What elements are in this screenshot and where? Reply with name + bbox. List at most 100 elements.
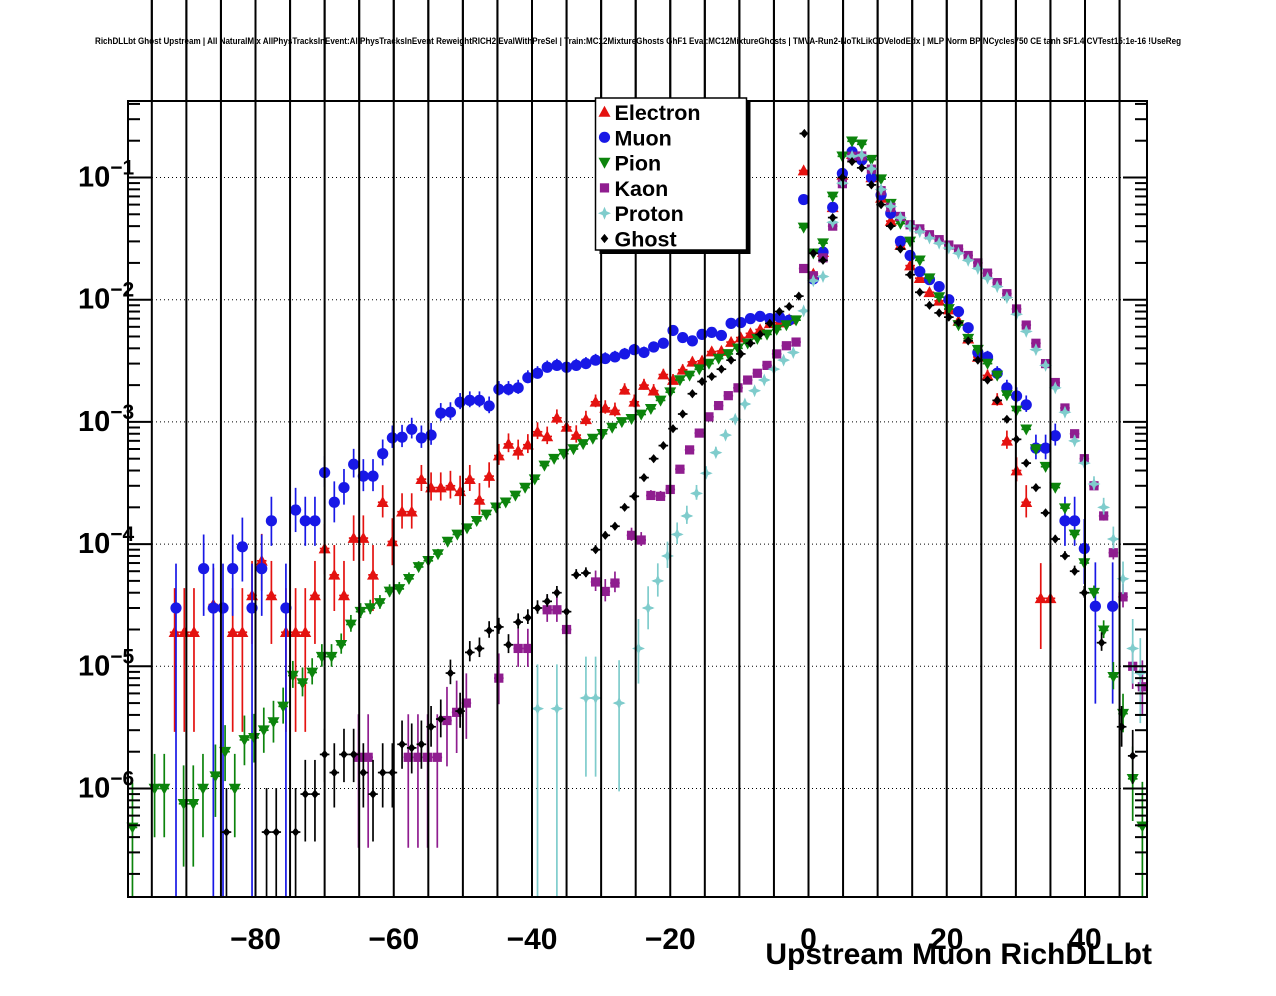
data-point (504, 640, 513, 650)
data-point (338, 481, 350, 494)
data-point (415, 432, 427, 444)
data-point (383, 586, 396, 598)
data-point (1137, 682, 1147, 692)
data-point (238, 735, 251, 747)
data-point (492, 449, 505, 461)
data-point (1070, 566, 1079, 576)
y-tick-label: 10−2 (78, 279, 134, 316)
data-point (651, 574, 665, 588)
data-point (396, 505, 409, 517)
data-point (1020, 424, 1033, 436)
data-point (461, 523, 474, 535)
data-point (442, 715, 452, 726)
data-point (158, 783, 171, 795)
data-point (731, 343, 744, 355)
data-point (886, 221, 895, 231)
data-point (625, 414, 638, 426)
data-point (407, 743, 416, 753)
data-point (690, 486, 704, 500)
data-point (531, 425, 544, 437)
data-point (337, 589, 350, 601)
data-point (954, 317, 963, 328)
data-point (677, 331, 689, 344)
data-point (1039, 461, 1052, 473)
data-point (1049, 430, 1061, 442)
data-point (431, 549, 444, 561)
data-point (669, 424, 677, 434)
data-point (964, 336, 972, 346)
data-point (717, 364, 726, 374)
data-point (647, 384, 660, 396)
data-point (728, 412, 742, 426)
data-point (386, 535, 399, 547)
data-point (228, 783, 241, 795)
data-point (369, 789, 377, 799)
data-point (754, 310, 766, 323)
data-point (1126, 641, 1140, 655)
data-point (991, 370, 1004, 382)
data-point (170, 602, 182, 614)
data-point (1097, 638, 1106, 648)
data-point (434, 481, 447, 493)
data-point (1022, 458, 1031, 468)
x-tick-label: −20 (645, 923, 696, 956)
data-point (376, 496, 389, 508)
data-point (590, 577, 601, 587)
x-tick-label: 40 (1068, 923, 1101, 956)
legend-label-ghost: Ghost (615, 228, 677, 252)
data-point (248, 732, 261, 744)
data-point (378, 767, 387, 778)
data-point (533, 603, 542, 613)
data-point (761, 329, 774, 341)
data-point (512, 444, 525, 456)
data-point (615, 417, 628, 429)
data-point (280, 602, 292, 614)
data-point (256, 563, 268, 575)
data-point (1108, 548, 1118, 558)
data-point (896, 244, 905, 254)
data-point (1049, 482, 1062, 494)
data-point (636, 535, 646, 545)
data-point (236, 626, 249, 638)
data-point (817, 238, 830, 250)
data-point (865, 154, 878, 166)
data-point (748, 384, 762, 398)
data-point (637, 378, 650, 390)
data-point (168, 626, 181, 638)
data-point (1041, 508, 1050, 518)
data-point (797, 304, 811, 318)
data-point (550, 411, 563, 423)
data-point (765, 318, 774, 328)
data-point (786, 345, 800, 359)
data-point (1000, 434, 1013, 446)
data-point (816, 269, 830, 283)
data-point (311, 789, 319, 799)
data-point (386, 432, 398, 444)
legend-label-electron: Electron (615, 101, 701, 125)
data-point (688, 389, 697, 399)
data-point (932, 236, 946, 250)
data-point (521, 438, 534, 450)
data-point (289, 504, 302, 516)
data-point (903, 219, 917, 233)
data-point (864, 162, 878, 176)
data-point (541, 430, 554, 442)
data-point (553, 588, 561, 598)
data-point (762, 360, 772, 370)
data-point (277, 701, 290, 713)
data-point (187, 626, 200, 638)
data-point (798, 193, 810, 206)
data-point (628, 395, 641, 407)
data-point (579, 691, 593, 705)
data-point (1032, 482, 1040, 493)
data-point (519, 482, 532, 494)
data-point (673, 375, 686, 387)
data-point (855, 139, 868, 151)
data-point (981, 358, 994, 370)
data-point (1068, 434, 1082, 448)
data-point (599, 183, 610, 193)
data-point (572, 570, 581, 580)
data-point (715, 329, 728, 342)
data-point (509, 490, 522, 502)
data-point (548, 453, 561, 465)
